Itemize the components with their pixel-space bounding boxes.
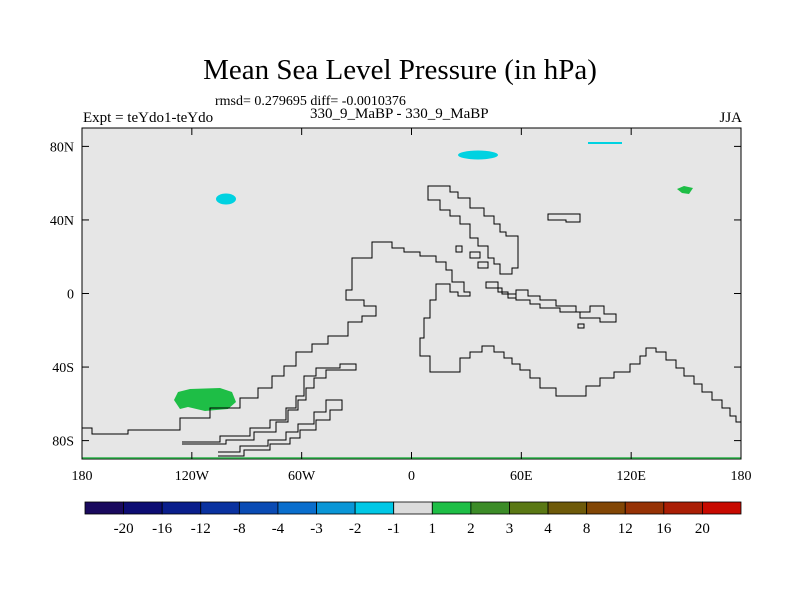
coastline-island-1	[469, 251, 481, 259]
stats-line: rmsd= 0.279695 diff= -0.0010376	[215, 94, 406, 109]
north-pacific-high-anomaly	[677, 186, 693, 194]
south-pacific-high-anomaly	[174, 388, 236, 411]
colorbar-label-14: 16	[656, 521, 672, 537]
season-label: JJA	[719, 110, 742, 126]
colorbar-swatch-8	[393, 501, 433, 515]
coastline-island-2	[477, 261, 489, 269]
y-tick-label-1: 40N	[50, 214, 74, 229]
colorbar-swatch-16	[702, 501, 742, 515]
colorbar-swatch-4	[238, 501, 279, 515]
colorbar-label-15: 20	[695, 521, 710, 537]
colorbar-swatch-3	[200, 501, 240, 515]
map-background	[82, 128, 741, 459]
x-tick-label-3: 0	[408, 469, 415, 484]
arctic-low-anomaly	[458, 150, 498, 160]
colorbar-label-10: 3	[506, 521, 514, 537]
colorbar-swatch-15	[663, 501, 703, 515]
colorbar-label-6: -2	[349, 521, 362, 537]
y-axis: 80N 40N 0 40S 80S	[50, 140, 741, 450]
colorbar-swatch-13	[586, 501, 626, 515]
x-tick-label-6: 180	[731, 469, 752, 484]
colorbar-swatch-11	[509, 501, 549, 515]
coastline-island-3	[455, 245, 463, 253]
y-tick-label-2: 0	[67, 288, 74, 303]
x-tick-label-5: 120E	[616, 469, 646, 484]
colorbar-label-13: 12	[618, 521, 633, 537]
y-tick-label-4: 80S	[52, 435, 74, 450]
colorbar-label-7: -1	[387, 521, 400, 537]
coastline-inner-1	[182, 363, 357, 445]
x-axis: 180 120W 60W 0 60E 120E 180	[72, 128, 752, 484]
x-tick-label-2: 60W	[288, 469, 316, 484]
colorbar-label-12: 8	[583, 521, 591, 537]
experiment-label: Expt = teYdo1-teYdo	[83, 110, 214, 126]
chart-title: Mean Sea Level Pressure (in hPa)	[203, 54, 597, 86]
x-tick-label-4: 60E	[510, 469, 533, 484]
north-atlantic-low-anomaly	[216, 193, 236, 205]
y-tick-label-3: 40S	[52, 361, 74, 376]
colorbar-label-9: 2	[467, 521, 475, 537]
coastline-northeast-landmass	[427, 185, 519, 275]
x-tick-label-1: 120W	[175, 469, 210, 484]
colorbar-swatch-0	[84, 501, 124, 515]
period-label: 330_9_MaBP - 330_9_MaBP	[310, 106, 489, 122]
coastline-far-east	[547, 213, 581, 223]
y-tick-label-0: 80N	[50, 140, 74, 155]
colorbar-swatch-1	[123, 501, 163, 515]
colorbar-label-1: -16	[152, 521, 172, 537]
coastline-west-continent	[82, 241, 741, 435]
coastline-island-4	[577, 323, 585, 329]
colorbar-label-3: -8	[233, 521, 246, 537]
coastline-south-asia	[485, 281, 617, 323]
colorbar-label-0: -20	[114, 521, 134, 537]
colorbar-swatch-7	[354, 501, 395, 515]
colorbar-swatch-6	[316, 501, 356, 515]
anomaly-regions	[174, 142, 693, 411]
colorbar-swatch-10	[470, 501, 510, 515]
x-tick-label-0: 180	[72, 469, 93, 484]
colorbar: -20 -16 -12 -8 -4 -3 -2 -1 1 2 3 4 8 12 16 20	[84, 501, 742, 537]
colorbar-swatch-9	[431, 501, 472, 515]
colorbar-swatch-2	[161, 501, 202, 515]
colorbar-swatch-12	[547, 501, 588, 515]
coastline-inner-2	[218, 399, 343, 457]
coastlines	[82, 185, 741, 457]
far-north-low-anomaly	[588, 142, 622, 144]
colorbar-swatch-14	[624, 501, 665, 515]
colorbar-label-8: 1	[429, 521, 437, 537]
colorbar-label-5: -3	[310, 521, 323, 537]
colorbar-label-11: 4	[544, 521, 552, 537]
colorbar-swatch-5	[277, 501, 317, 515]
colorbar-label-4: -4	[272, 521, 285, 537]
colorbar-label-2: -12	[191, 521, 211, 537]
